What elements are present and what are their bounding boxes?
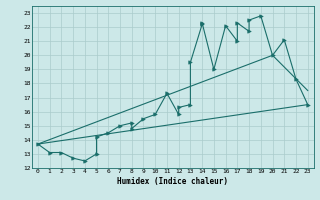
- X-axis label: Humidex (Indice chaleur): Humidex (Indice chaleur): [117, 177, 228, 186]
